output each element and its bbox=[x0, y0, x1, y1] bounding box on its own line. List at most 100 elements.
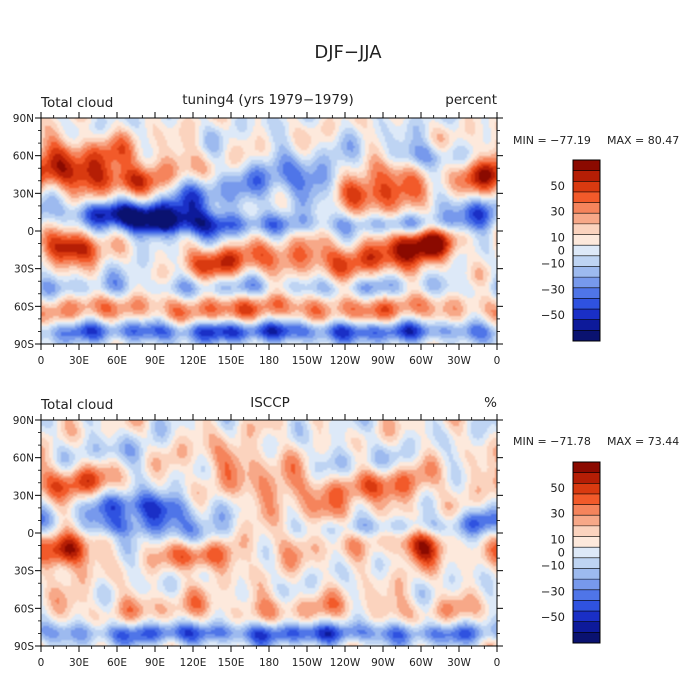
colorbar-swatch bbox=[573, 462, 600, 473]
colorbar-tick-label: −10 bbox=[541, 256, 565, 270]
panel-1-colorbar: 50 30 100−10 −30 −50 bbox=[541, 159, 601, 342]
colorbar-swatch bbox=[573, 557, 600, 569]
panel-2-title-center: ISCCP bbox=[250, 395, 290, 411]
panel-1-map bbox=[40, 117, 498, 345]
panel-2-title-right: % bbox=[484, 395, 497, 411]
x-tick-label: 90W bbox=[371, 355, 395, 367]
colorbar-swatch bbox=[573, 621, 600, 633]
x-tick-label: 30E bbox=[69, 657, 89, 669]
colorbar-swatch bbox=[573, 181, 600, 193]
y-tick-label: 90N bbox=[13, 113, 34, 125]
x-tick-label: 0 bbox=[38, 355, 45, 367]
y-tick-label: 30N bbox=[13, 490, 34, 502]
panel-2-max-label: MAX = 73.44 bbox=[607, 435, 679, 448]
colorbar-swatch bbox=[573, 255, 600, 267]
x-tick-label: 60E bbox=[107, 657, 127, 669]
colorbar-tick-label: 50 bbox=[550, 481, 565, 495]
panel-1-title-center: tuning4 (yrs 1979−1979) bbox=[182, 92, 354, 108]
panel-1-min-label: MIN = −77.19 bbox=[513, 134, 591, 147]
colorbar-swatch bbox=[573, 579, 600, 591]
panel-1-title-left: Total cloud bbox=[40, 95, 113, 111]
panel-2-map bbox=[40, 419, 498, 647]
y-tick-label: 60N bbox=[13, 453, 34, 465]
colorbar-swatch bbox=[573, 234, 600, 246]
colorbar-swatch bbox=[573, 536, 600, 548]
colorbar-swatch bbox=[573, 472, 600, 484]
colorbar-swatch bbox=[573, 525, 600, 537]
x-tick-label: 90E bbox=[145, 355, 165, 367]
x-tick-label: 150E bbox=[218, 355, 245, 367]
colorbar-swatch bbox=[573, 223, 600, 235]
colorbar-swatch bbox=[573, 191, 600, 203]
colorbar-tick-label: 0 bbox=[558, 244, 565, 258]
colorbar-swatch bbox=[573, 277, 600, 289]
x-tick-label: 90W bbox=[371, 657, 395, 669]
colorbar-swatch bbox=[573, 202, 600, 214]
x-tick-label: 120E bbox=[180, 355, 207, 367]
x-tick-label: 0 bbox=[38, 657, 45, 669]
colorbar-swatch bbox=[573, 170, 600, 182]
figure-title: DJF−JJA bbox=[314, 42, 382, 63]
colorbar-frame bbox=[572, 461, 601, 644]
y-tick-label: 60N bbox=[13, 151, 34, 163]
panel-2-title-left: Total cloud bbox=[40, 397, 113, 413]
colorbar-frame bbox=[572, 159, 601, 342]
y-tick-label: 90N bbox=[13, 415, 34, 427]
x-tick-label: 180 bbox=[259, 657, 279, 669]
panel-2-min-label: MIN = −71.78 bbox=[513, 435, 591, 448]
y-tick-label: 30N bbox=[13, 188, 34, 200]
colorbar-swatch bbox=[573, 213, 600, 225]
colorbar-swatch bbox=[573, 600, 600, 612]
colorbar-swatch bbox=[573, 568, 600, 580]
colorbar-swatch bbox=[573, 504, 600, 516]
x-tick-label: 30W bbox=[447, 355, 471, 367]
y-tick-label: 30S bbox=[14, 264, 34, 276]
colorbar-swatch bbox=[573, 319, 600, 331]
y-tick-label: 60S bbox=[14, 301, 34, 313]
panel-1-heatmap-field bbox=[41, 118, 497, 344]
colorbar-tick-label: 50 bbox=[550, 179, 565, 193]
colorbar-tick-label: 10 bbox=[550, 533, 565, 547]
y-tick-label: 0 bbox=[27, 528, 34, 540]
colorbar-tick-label: −10 bbox=[541, 558, 565, 572]
colorbar-swatch bbox=[573, 493, 600, 505]
x-tick-label: 120W bbox=[330, 657, 361, 669]
colorbar-tick-label: −50 bbox=[541, 610, 565, 624]
x-tick-label: 60W bbox=[409, 355, 433, 367]
y-tick-label: 0 bbox=[27, 226, 34, 238]
x-tick-label: 150W bbox=[292, 355, 323, 367]
colorbar-swatch bbox=[573, 515, 600, 527]
y-tick-label: 60S bbox=[14, 603, 34, 615]
colorbar-tick-label: 10 bbox=[550, 231, 565, 245]
colorbar-swatch bbox=[573, 483, 600, 495]
x-tick-label: 60E bbox=[107, 355, 127, 367]
colorbar-swatch bbox=[573, 245, 600, 257]
x-tick-label: 90E bbox=[145, 657, 165, 669]
x-tick-label: 30W bbox=[447, 657, 471, 669]
colorbar-tick-label: −30 bbox=[541, 584, 565, 598]
colorbar-tick-label: −50 bbox=[541, 308, 565, 322]
colorbar-tick-label: −30 bbox=[541, 282, 565, 296]
panel-2-heatmap-field bbox=[41, 420, 497, 646]
x-tick-label: 60W bbox=[409, 657, 433, 669]
panel-1-max-label: MAX = 80.47 bbox=[607, 134, 679, 147]
colorbar-swatch bbox=[573, 589, 600, 601]
colorbar-swatch bbox=[573, 632, 600, 644]
x-tick-label: 150W bbox=[292, 657, 323, 669]
colorbar-swatch bbox=[573, 611, 600, 623]
y-tick-label: 90S bbox=[14, 339, 34, 351]
x-tick-label: 0 bbox=[494, 657, 501, 669]
x-tick-label: 150E bbox=[218, 657, 245, 669]
panel-2-colorbar: 50 30 100−10 −30 −50 bbox=[541, 461, 601, 644]
x-tick-label: 0 bbox=[494, 355, 501, 367]
x-tick-label: 120W bbox=[330, 355, 361, 367]
panel-1-title-right: percent bbox=[445, 92, 497, 108]
colorbar-swatch bbox=[573, 287, 600, 299]
y-tick-label: 30S bbox=[14, 566, 34, 578]
colorbar-swatch bbox=[573, 160, 600, 171]
colorbar-tick-label: 30 bbox=[550, 205, 565, 219]
panel-2-axes: 0 30E 60E 90E 120E 150E 180 150W 120W 90W 60W 30W 09… bbox=[13, 414, 503, 669]
y-tick-label: 90S bbox=[14, 641, 34, 653]
colorbar-swatch bbox=[573, 547, 600, 559]
